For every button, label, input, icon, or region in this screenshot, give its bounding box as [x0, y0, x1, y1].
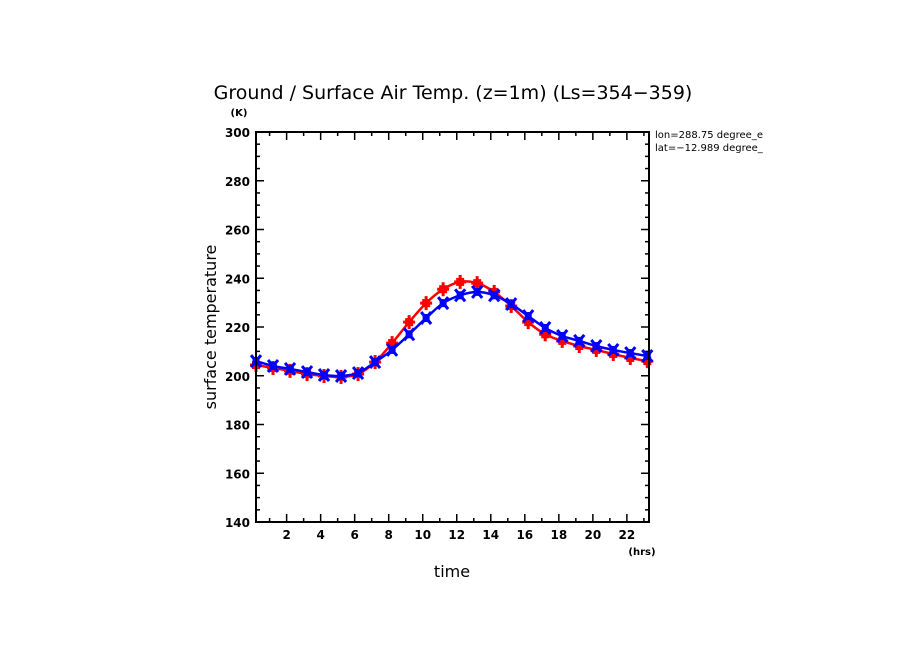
- series-layer: [249, 274, 654, 384]
- x-tick-label: 16: [516, 528, 533, 542]
- marker-core: [320, 371, 328, 380]
- marker-core: [558, 336, 567, 345]
- data-point: [420, 296, 433, 311]
- annotation-lat: lat=−12.989 degree_: [655, 143, 764, 154]
- data-point: [402, 327, 416, 342]
- marker-core: [541, 323, 549, 332]
- marker-core: [371, 358, 379, 367]
- data-point: [573, 333, 586, 348]
- marker-core: [592, 342, 600, 351]
- data-point: [556, 329, 569, 343]
- data-point: [385, 342, 399, 357]
- marker-core: [388, 345, 396, 354]
- y-tick-label: 280: [225, 175, 250, 189]
- data-point: [539, 321, 552, 335]
- marker-core: [524, 312, 532, 321]
- plot-frame: [255, 131, 650, 523]
- marker-core: [473, 279, 482, 288]
- data-point: [437, 282, 450, 297]
- marker-core: [405, 330, 413, 339]
- marker-core: [473, 287, 481, 296]
- marker-core: [405, 318, 414, 327]
- marker-core: [609, 350, 618, 359]
- x-axis-label: time: [434, 562, 470, 581]
- x-tick-label: 8: [385, 528, 393, 542]
- marker-core: [643, 357, 652, 366]
- marker-core: [626, 353, 635, 362]
- y-tick-label: 180: [225, 419, 250, 433]
- x-tick-label: 12: [448, 528, 465, 542]
- marker-core: [439, 285, 448, 294]
- y-tick-label: 220: [225, 321, 250, 335]
- data-point: [351, 366, 365, 381]
- y-unit-label: (K): [231, 108, 248, 119]
- marker-core: [490, 291, 498, 300]
- data-point: [471, 284, 484, 299]
- data-point: [454, 274, 467, 289]
- marker-core: [422, 313, 430, 322]
- chart-title: Ground / Surface Air Temp. (z=1m) (Ls=35…: [214, 82, 693, 104]
- marker-core: [609, 345, 617, 354]
- data-point: [266, 359, 280, 373]
- marker-core: [286, 364, 294, 373]
- data-point: [283, 361, 297, 376]
- x-tick-label: 22: [619, 528, 636, 542]
- marker-core: [422, 299, 431, 308]
- x-tick-label: 2: [282, 528, 290, 542]
- marker-core: [269, 362, 277, 370]
- data-point: [641, 349, 654, 363]
- y-axis-label: surface temperature: [201, 245, 220, 410]
- marker-core: [558, 332, 566, 341]
- series-1: [249, 284, 654, 383]
- x-tick-label: 4: [316, 528, 324, 542]
- y-tick-label: 240: [225, 272, 250, 286]
- data-point: [624, 346, 637, 361]
- y-tick-label: 160: [225, 467, 250, 481]
- data-point: [590, 339, 603, 353]
- x-tick-label: 18: [550, 528, 567, 542]
- x-axis: 2 4 6 8 10 12 14 16 18 20 22: [268, 132, 645, 542]
- data-point: [471, 276, 484, 291]
- data-point: [334, 369, 348, 383]
- data-point: [300, 365, 314, 380]
- marker-core: [354, 369, 362, 378]
- marker-core: [643, 352, 651, 361]
- y-tick-label: 200: [225, 370, 250, 384]
- data-point: [505, 297, 518, 312]
- marker-core: [524, 318, 533, 327]
- annotation-lon: lon=288.75 degree_e: [655, 130, 763, 141]
- x-unit-label: (hrs): [628, 547, 655, 558]
- marker-core: [337, 371, 345, 380]
- x-tick-label: 14: [482, 528, 499, 542]
- data-point: [436, 296, 450, 311]
- marker-core: [575, 342, 584, 351]
- y-tick-label: 300: [225, 126, 250, 140]
- data-point: [317, 368, 331, 382]
- data-point: [419, 311, 433, 325]
- data-point: [522, 309, 535, 323]
- y-tick-label: 140: [225, 516, 250, 530]
- marker-core: [575, 336, 583, 345]
- data-point: [607, 342, 620, 357]
- x-tick-label: 6: [350, 528, 358, 542]
- marker-core: [388, 339, 397, 348]
- x-tick-label: 10: [414, 528, 431, 542]
- marker-core: [507, 300, 515, 309]
- y-axis: 140 160 180 200 220 240 260 280 300: [225, 126, 649, 530]
- marker-core: [541, 330, 550, 339]
- series-line-1: [255, 290, 648, 378]
- marker-core: [626, 349, 634, 358]
- marker-core: [303, 368, 311, 377]
- series-line-0: [255, 280, 648, 379]
- data-point: [403, 315, 416, 330]
- data-point: [488, 288, 501, 303]
- marker-core: [456, 291, 464, 300]
- data-point: [368, 355, 382, 370]
- data-point: [454, 288, 467, 303]
- x-tick-label: 20: [585, 528, 602, 542]
- y-tick-label: 260: [225, 224, 250, 238]
- marker-core: [439, 299, 447, 308]
- marker-core: [456, 277, 465, 286]
